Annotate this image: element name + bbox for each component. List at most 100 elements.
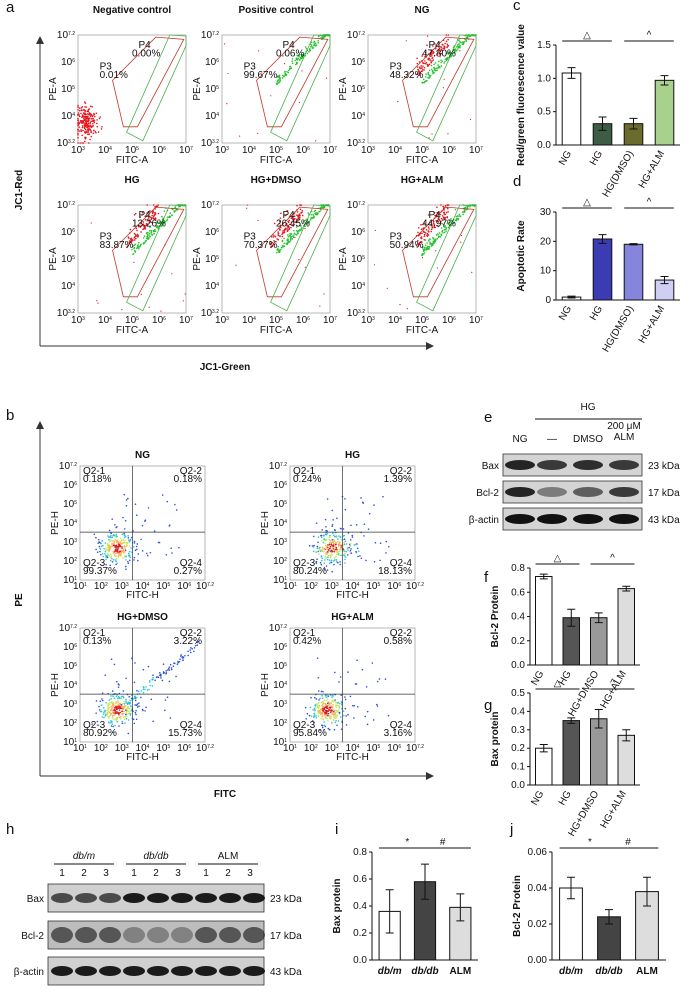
y-axis-title: Bax protein (490, 711, 501, 766)
blot-band (537, 514, 567, 524)
event-dot (377, 705, 379, 707)
event-dot (427, 36, 428, 37)
event-dot (317, 541, 319, 543)
event-dot (126, 505, 128, 507)
event-dot (385, 552, 387, 554)
axis-name: PE-A (338, 77, 349, 101)
event-dot (336, 548, 338, 550)
event-dot (116, 558, 118, 560)
event-dot (274, 235, 276, 237)
tick-exponent: 3 (372, 316, 375, 322)
lane-label: 200 μM (607, 421, 641, 432)
event-dot (407, 308, 408, 309)
event-dot (281, 233, 283, 235)
tick-label: 107 (179, 145, 193, 156)
tick-base: 10 (351, 227, 363, 238)
event-dot (173, 665, 175, 667)
row-label: Bax (482, 461, 499, 472)
event-dot (103, 707, 105, 709)
event-dot (127, 561, 129, 563)
event-dot (95, 132, 97, 134)
event-dot (143, 688, 145, 690)
event-dot (278, 239, 280, 241)
tick-exponent: 7 (334, 316, 337, 322)
event-dot (333, 711, 335, 713)
event-dot (307, 53, 309, 55)
event-dot (330, 702, 332, 704)
quadrant-value: 80.92% (83, 728, 117, 739)
tick-exponent: 3 (74, 538, 77, 544)
blot-group: HG (581, 402, 596, 413)
significance-mark: * (588, 837, 592, 848)
event-dot (309, 50, 311, 52)
event-dot (116, 542, 118, 544)
event-dot (443, 206, 445, 208)
event-dot (102, 716, 104, 718)
event-dot (436, 206, 438, 208)
panel-label: i (335, 821, 338, 838)
tick-base: 10 (304, 581, 316, 592)
event-dot (117, 540, 119, 542)
event-dot (111, 518, 113, 520)
gate-value: 44.97% (422, 219, 456, 230)
event-dot (353, 717, 355, 719)
tick-exponent: 6 (163, 146, 166, 152)
event-dot (111, 540, 113, 542)
event-dot (315, 561, 317, 563)
event-dot (328, 547, 330, 549)
size-label: 23 kDa (270, 894, 302, 905)
event-dot (316, 214, 318, 216)
event-dot (385, 541, 387, 543)
y-tick-label: 0.0 (511, 660, 525, 671)
event-dot (125, 700, 127, 702)
event-dot (124, 703, 126, 705)
y-tick-label: 1.0 (537, 73, 551, 84)
tick-label: 106 (273, 642, 287, 653)
event-dot (459, 214, 461, 216)
tick-exponent: 4 (253, 146, 256, 152)
blot-band (75, 966, 97, 976)
event-dot (374, 264, 375, 265)
event-dot (318, 699, 320, 701)
event-dot (119, 544, 121, 546)
event-dot (334, 536, 336, 538)
event-dot (325, 716, 327, 718)
bar (536, 576, 553, 665)
tick-label: 106 (63, 642, 77, 653)
tick-label: 107.2 (406, 743, 424, 754)
event-dot (112, 696, 114, 698)
event-dot (126, 711, 128, 713)
event-dot (150, 552, 152, 554)
event-dot (441, 65, 443, 67)
event-dot (125, 539, 127, 541)
tick-base: 10 (152, 315, 164, 326)
event-dot (147, 689, 149, 691)
event-dot (343, 528, 345, 530)
event-dot (118, 686, 120, 688)
y-tick-label: 0.02 (528, 919, 548, 930)
tick-exponent: 5 (426, 146, 429, 152)
event-dot (105, 702, 107, 704)
tick-base: 10 (387, 581, 399, 592)
event-dot (110, 537, 112, 539)
event-dot (440, 204, 442, 206)
y-axis-title: Red/green fluorescence value (516, 24, 527, 166)
event-dot (425, 232, 427, 234)
tick-exponent: 4 (72, 112, 75, 118)
event-dot (424, 67, 426, 69)
tick-label: 104 (63, 518, 77, 529)
event-dot (323, 710, 325, 712)
gate-value: 70.37% (244, 240, 278, 251)
tick-base: 10 (201, 138, 213, 149)
event-dot (125, 549, 127, 551)
event-dot (425, 244, 427, 246)
event-dot (336, 559, 338, 561)
tick-base: 10 (205, 281, 217, 292)
tick-exponent: 4 (74, 519, 77, 525)
event-dot (124, 555, 126, 557)
event-dot (171, 667, 173, 669)
x-tick-label: HG+ALM (637, 304, 667, 345)
event-dot (432, 244, 434, 246)
tick-label: 106 (442, 145, 456, 156)
